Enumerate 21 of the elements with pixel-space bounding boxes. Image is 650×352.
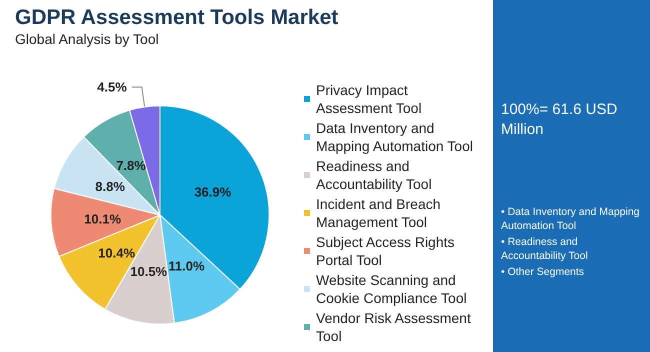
chart-subtitle: Global Analysis by Tool [15,31,159,47]
text: • Data Inventory and Mapping Automation Tool [501,205,641,233]
legend-label: Incident and Breach Management Tool [316,196,444,230]
legend-label: Subject Access Rights Portal Tool [316,234,458,268]
legend-label: Website Scanning and Cookie Compliance Tool [316,272,467,306]
legend-label: Readiness and Accountability Tool [316,158,432,192]
data-label: 8.8% [95,178,126,194]
data-label: 10.1% [84,212,122,227]
data-label: 4.5% [97,80,128,95]
data-label: 10.4% [98,245,136,260]
text: • Other Segments [501,265,586,279]
legend-label: Vendor Risk Assessment Tool [316,310,475,344]
data-label: 11.0% [168,258,205,274]
legend-label: Data Inventory and Mapping Automation Tool [316,120,473,154]
text: 100%= 61.6 USD Million [501,100,618,140]
data-label: 7.8% [116,158,146,173]
data-label: 36.9% [194,184,232,200]
legend-label: Privacy Impact Assessment Tool [316,82,422,116]
data-label: 10.5% [130,264,168,279]
chart-title: GDPR Assessment Tools Market [15,6,338,29]
text: • Readiness and Accountability Tool [501,235,589,263]
